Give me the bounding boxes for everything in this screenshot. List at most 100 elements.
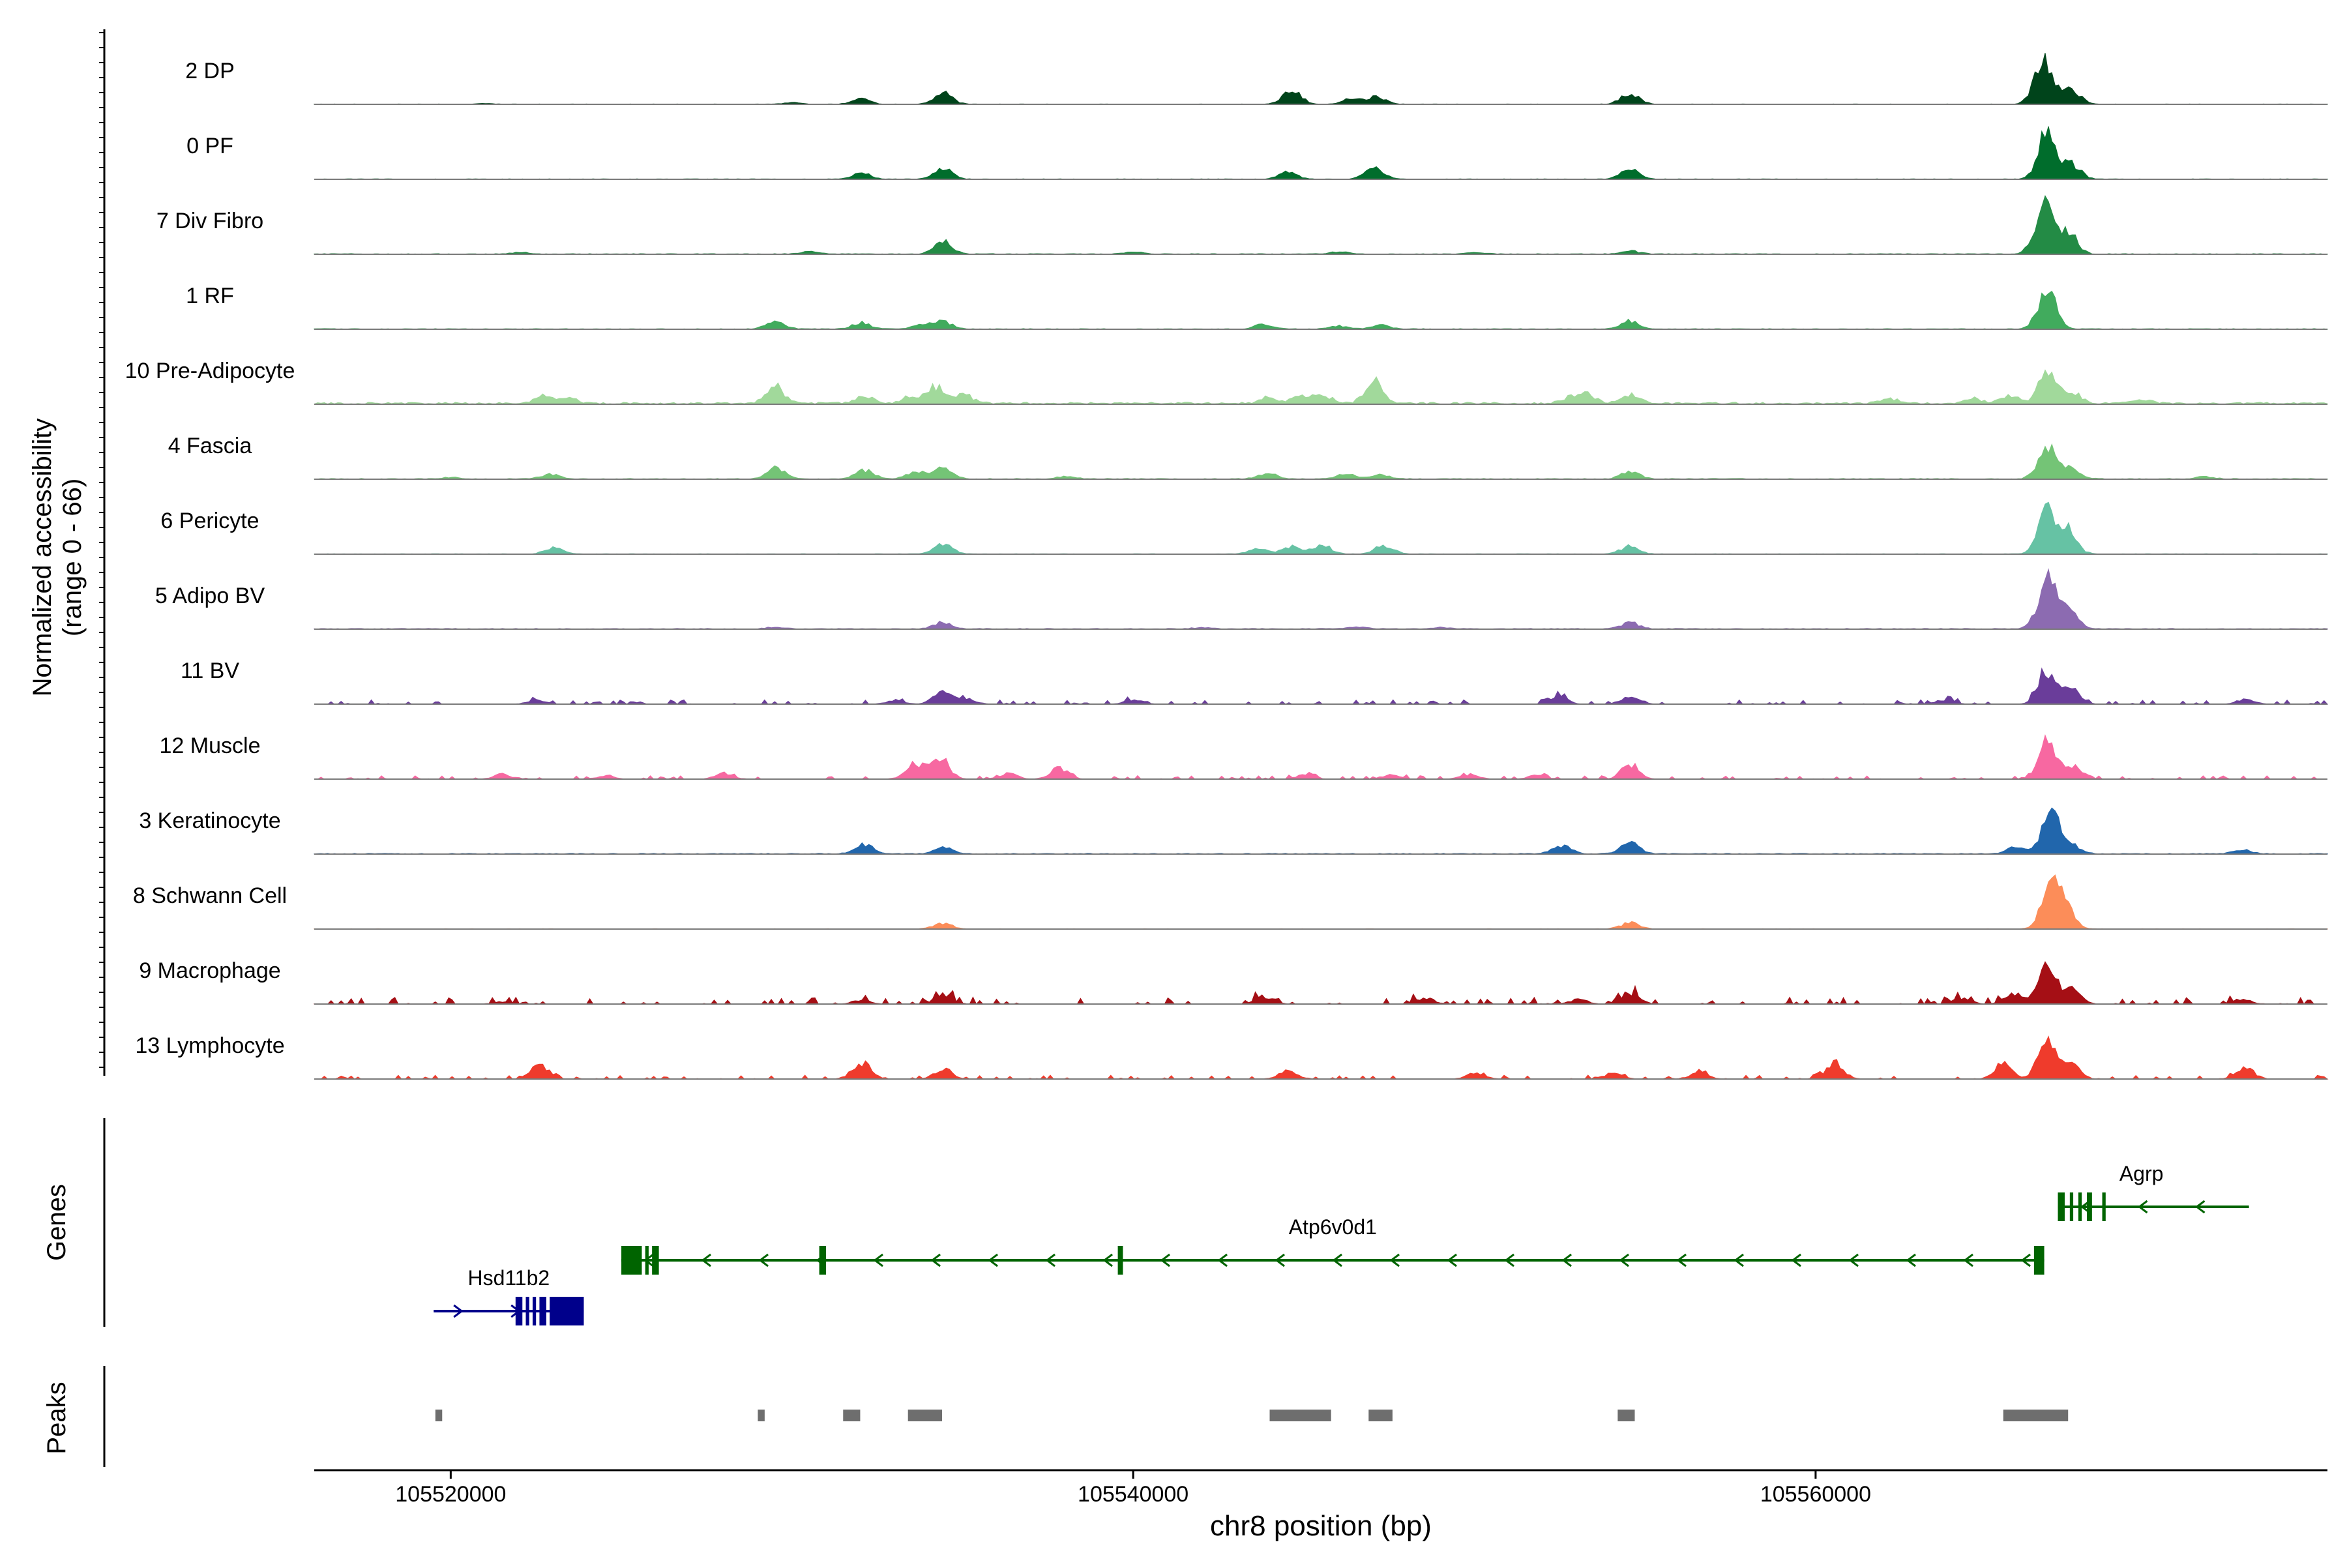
gene-exon <box>621 1246 642 1275</box>
track-label: 3 Keratinocyte <box>139 808 280 833</box>
track-label: 8 Schwann Cell <box>133 883 287 908</box>
track: 4 Fascia <box>168 434 2328 480</box>
track-label: 9 Macrophage <box>139 958 280 983</box>
gene-label: Atp6v0d1 <box>1289 1215 1377 1239</box>
peak-region <box>843 1410 861 1421</box>
strand-arrow <box>988 1253 998 1267</box>
position-x-axis: 105520000 105540000 105560000 chr8 positio… <box>314 1469 2327 1542</box>
gene-exon <box>539 1297 546 1325</box>
gene-model: Hsd11b2 <box>434 1266 584 1325</box>
x-tick-label: 105520000 <box>395 1482 506 1507</box>
coverage-area <box>314 53 2328 105</box>
genes-panel: Genes Hsd11b2 Atp6v0d1 Agrp <box>42 1118 2249 1327</box>
strand-arrow <box>701 1253 711 1267</box>
gene-exon <box>1117 1246 1123 1275</box>
gene-exon <box>515 1297 523 1325</box>
track: 7 Div Fibro <box>156 195 2328 255</box>
strand-arrow <box>2020 1253 2031 1267</box>
strand-arrow <box>1963 1253 1973 1267</box>
strand-arrow <box>1045 1253 1055 1267</box>
coverage-area <box>314 501 2328 555</box>
gene-exon <box>2069 1192 2074 1221</box>
strand-arrow <box>2138 1200 2148 1214</box>
gene-exon <box>652 1246 659 1275</box>
track: 12 Muscle <box>160 733 2327 780</box>
coverage-tracks: 2 DP 0 PF 7 Div Fibro 1 RF 10 Pre-Adipocyte 4… <box>125 53 2329 1080</box>
strand-arrow <box>758 1253 769 1267</box>
coverage-area <box>314 369 2328 405</box>
track: 10 Pre-Adipocyte <box>125 359 2328 405</box>
peak-region <box>1368 1410 1393 1421</box>
track: 11 BV <box>181 658 2329 705</box>
strand-arrow <box>1332 1253 1342 1267</box>
strand-arrow <box>1561 1253 1572 1267</box>
track: 2 DP <box>185 53 2328 105</box>
peak-region <box>758 1410 765 1421</box>
gene-exon <box>550 1297 584 1325</box>
gene-exon <box>2058 1192 2065 1221</box>
genes-panel-label: Genes <box>42 1184 71 1261</box>
coverage-area <box>314 734 2327 780</box>
strand-arrow <box>1102 1253 1113 1267</box>
gene-model: Atp6v0d1 <box>621 1215 2044 1275</box>
track: 5 Adipo BV <box>155 568 2328 630</box>
peak-region <box>908 1410 943 1421</box>
track-label: 5 Adipo BV <box>155 584 265 608</box>
strand-arrow <box>1848 1253 1859 1267</box>
gene-exon <box>819 1246 827 1275</box>
strand-arrow <box>1734 1253 1744 1267</box>
strand-arrow <box>1217 1253 1228 1267</box>
track: 8 Schwann Cell <box>133 874 2328 930</box>
coverage-area <box>314 290 2328 330</box>
x-axis-ticks: 105520000 105540000 105560000 <box>395 1470 1871 1507</box>
strand-arrow <box>1389 1253 1400 1267</box>
peaks-panel: Peaks <box>42 1366 2069 1467</box>
track: 3 Keratinocyte <box>139 807 2328 855</box>
gene-label: Hsd11b2 <box>467 1266 550 1290</box>
strand-arrow <box>1906 1253 1916 1267</box>
strand-arrow <box>1676 1253 1687 1267</box>
strand-arrow <box>1447 1253 1457 1267</box>
y-axis-range-note: (range 0 - 66) <box>58 479 87 636</box>
x-tick-label: 105540000 <box>1078 1482 1188 1507</box>
track: 0 PF <box>186 126 2328 180</box>
gene-exon <box>525 1297 529 1325</box>
strand-arrow <box>2195 1200 2206 1214</box>
coverage-area <box>314 667 2329 705</box>
gene-exon <box>645 1246 649 1275</box>
coverage-area <box>314 126 2328 180</box>
peak-regions <box>435 1410 2069 1421</box>
track-label: 6 Pericyte <box>160 509 259 533</box>
coverage-area <box>314 195 2328 255</box>
track: 13 Lymphocyte <box>135 1033 2329 1080</box>
x-axis-title: chr8 position (bp) <box>1210 1510 1432 1542</box>
gene-model: Agrp <box>2058 1162 2249 1221</box>
gene-exon <box>2078 1192 2082 1221</box>
coverage-area <box>314 961 2327 1005</box>
track-label: 13 Lymphocyte <box>135 1033 284 1058</box>
track-label: 7 Div Fibro <box>156 209 263 233</box>
track-label: 12 Muscle <box>160 733 261 758</box>
strand-arrow <box>453 1304 464 1318</box>
gene-exon <box>2102 1192 2106 1221</box>
track-label: 11 BV <box>181 658 239 683</box>
track-label: 0 PF <box>186 134 233 158</box>
strand-arrow <box>1504 1253 1514 1267</box>
gene-exon <box>2087 1192 2092 1221</box>
track-label: 4 Fascia <box>168 434 252 458</box>
coverage-area <box>314 807 2328 855</box>
coverage-area <box>314 874 2328 930</box>
peaks-panel-label: Peaks <box>42 1382 71 1454</box>
gene-models: Hsd11b2 Atp6v0d1 Agrp <box>434 1162 2249 1325</box>
peak-region <box>435 1410 443 1421</box>
coverage-area <box>314 568 2328 630</box>
peak-region <box>2003 1410 2069 1421</box>
track: 9 Macrophage <box>139 958 2327 1005</box>
x-tick-label: 105560000 <box>1760 1482 1871 1507</box>
track-label: 1 RF <box>186 284 234 308</box>
track: 1 RF <box>186 284 2328 330</box>
gene-label: Agrp <box>2119 1162 2164 1185</box>
y-axis-minor-ticks <box>99 32 104 1068</box>
